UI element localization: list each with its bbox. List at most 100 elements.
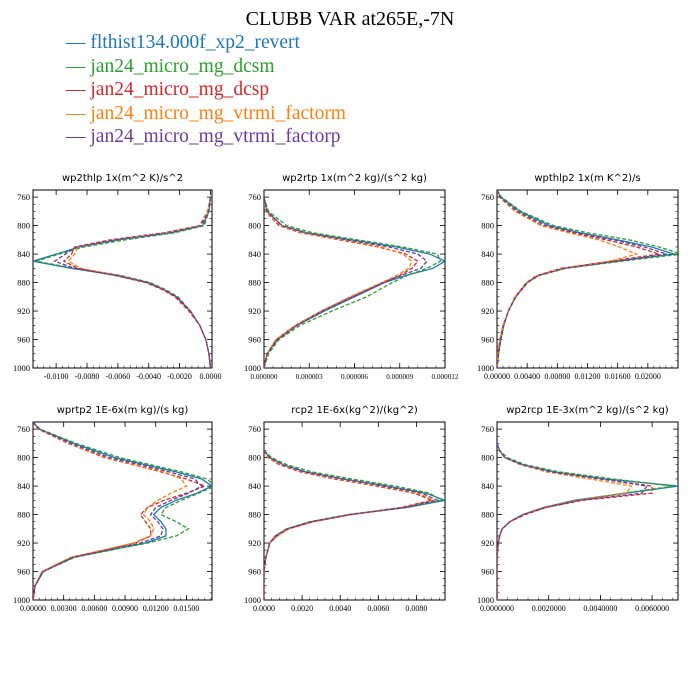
x-tick-label: 0.00000 bbox=[20, 604, 46, 613]
legend-item: — flthist134.000f_xp2_revert bbox=[66, 32, 300, 53]
y-tick-label: 880 bbox=[248, 278, 261, 288]
panel-title: wp2rtp 1x(m^2 kg)/(s^2 kg) bbox=[282, 173, 427, 184]
plot-frame bbox=[263, 421, 446, 601]
series-line bbox=[264, 450, 440, 600]
x-tick-label: 0.000006 bbox=[341, 373, 368, 381]
y-tick-label: 760 bbox=[17, 424, 30, 434]
x-tick-label: 0.00400 bbox=[514, 372, 540, 381]
y-tick-label: 800 bbox=[481, 221, 494, 231]
series-line bbox=[264, 197, 413, 368]
series-line bbox=[497, 443, 678, 600]
series-line bbox=[33, 422, 207, 600]
series-line bbox=[497, 443, 633, 600]
series-line bbox=[264, 450, 436, 600]
series-line bbox=[33, 422, 203, 600]
y-tick-label: 960 bbox=[248, 335, 261, 345]
x-tick-label: 0.0040000 bbox=[583, 604, 617, 613]
series-line bbox=[53, 197, 212, 368]
x-tick-label: 0.00000 bbox=[484, 372, 510, 381]
x-tick-label: 0.00800 bbox=[544, 372, 570, 381]
series-line bbox=[264, 450, 434, 600]
series-line bbox=[264, 197, 419, 368]
series-line bbox=[264, 450, 443, 600]
y-tick-label: 760 bbox=[481, 192, 494, 202]
legend-label: jan24_micro_mg_vtrmi_factorp bbox=[90, 126, 341, 147]
x-tick-label: 0.02000 bbox=[635, 372, 661, 381]
x-tick-label: 0.0020 bbox=[291, 604, 313, 613]
x-tick-label: 0.0000 bbox=[253, 604, 275, 613]
x-tick-label: 0.01500 bbox=[173, 604, 199, 613]
y-tick-label: 920 bbox=[17, 306, 30, 316]
y-tick-label: 960 bbox=[248, 567, 261, 577]
y-tick-label: 800 bbox=[248, 221, 261, 231]
plot-frame bbox=[496, 421, 679, 601]
x-tick-label: 0.000009 bbox=[386, 373, 413, 381]
y-tick-label: 960 bbox=[481, 567, 494, 577]
series-line bbox=[33, 422, 212, 600]
y-tick-label: 880 bbox=[17, 510, 30, 520]
y-tick-label: 760 bbox=[248, 424, 261, 434]
series-line bbox=[264, 196, 428, 368]
y-tick-label: 840 bbox=[17, 481, 30, 491]
panel-title: wp2thlp 1x(m^2 K)/s^2 bbox=[62, 173, 183, 184]
y-tick-label: 840 bbox=[248, 249, 261, 259]
series-line bbox=[264, 450, 445, 600]
chart-panel: wpthlp2 1x(m K^2)/s 760 800 840 880 920 960 100… bbox=[477, 173, 679, 381]
legend-item: — jan24_micro_mg_dcsm bbox=[66, 55, 275, 77]
panel-title: wp2rcp 1E-3x(m^2 kg)/(s^2 kg) bbox=[506, 405, 669, 416]
y-tick-label: 840 bbox=[17, 249, 30, 259]
chart-panel: wprtp2 1E-6x(m kg)/(s kg) 760 800 840 880 920… bbox=[13, 405, 213, 613]
y-tick-label: 1000 bbox=[244, 595, 261, 605]
y-tick-label: 880 bbox=[481, 510, 494, 520]
x-tick-label: 0.000012 bbox=[432, 373, 459, 381]
panel-title: wpthlp2 1x(m K^2)/s bbox=[534, 173, 640, 184]
x-tick-label: 0.000003 bbox=[296, 373, 323, 381]
panel-title: wprtp2 1E-6x(m kg)/(s kg) bbox=[57, 405, 189, 416]
y-tick-label: 1000 bbox=[244, 363, 261, 373]
y-tick-label: 1000 bbox=[13, 595, 30, 605]
panel-title: rcp2 1E-6x(kg^2)/(kg^2) bbox=[291, 405, 418, 416]
y-tick-label: 760 bbox=[248, 192, 261, 202]
series-line bbox=[497, 190, 667, 368]
y-tick-label: 800 bbox=[17, 221, 30, 231]
legend-label: flthist134.000f_xp2_revert bbox=[90, 32, 300, 53]
x-tick-label: 0.00900 bbox=[112, 604, 138, 613]
x-tick-label: 0.0000000 bbox=[480, 604, 514, 613]
x-tick-label: 0.00300 bbox=[51, 604, 77, 613]
y-tick-label: 920 bbox=[481, 306, 494, 316]
legend-label: jan24_micro_mg_dcsm bbox=[90, 55, 275, 77]
y-tick-label: 920 bbox=[481, 538, 494, 548]
x-tick-label: 0.0060000 bbox=[635, 604, 669, 613]
series-line bbox=[33, 197, 212, 368]
y-tick-label: 800 bbox=[248, 453, 261, 463]
y-tick-label: 800 bbox=[481, 453, 494, 463]
chart-panel: wp2rtp 1x(m^2 kg)/(s^2 kg) 760 800 840 880 92… bbox=[244, 173, 459, 381]
y-tick-label: 840 bbox=[481, 249, 494, 259]
y-tick-label: 880 bbox=[17, 278, 30, 288]
x-tick-label: 0.01600 bbox=[605, 372, 631, 381]
x-tick-label: -0.0080 bbox=[75, 372, 100, 381]
y-tick-label: 840 bbox=[248, 481, 261, 491]
y-tick-label: 1000 bbox=[13, 363, 30, 373]
x-tick-label: -0.0060 bbox=[106, 372, 131, 381]
legend-item: — jan24_micro_mg_vtrmi_factorm bbox=[66, 102, 346, 124]
x-tick-label: 0.01200 bbox=[143, 604, 169, 613]
series-line bbox=[497, 190, 660, 368]
x-tick-label: -0.0100 bbox=[44, 372, 69, 381]
y-tick-label: 960 bbox=[17, 335, 30, 345]
y-tick-label: 1000 bbox=[477, 363, 494, 373]
legend-label: jan24_micro_mg_vtrmi_factorm bbox=[90, 102, 346, 124]
y-tick-label: 1000 bbox=[477, 595, 494, 605]
legend: — flthist134.000f_xp2_revert — jan24_mic… bbox=[66, 31, 346, 149]
legend-label: jan24_micro_mg_dcsp bbox=[90, 79, 270, 100]
plot-frame bbox=[32, 189, 213, 369]
x-tick-label: 0.0000 bbox=[199, 372, 221, 381]
x-tick-label: 0.0060 bbox=[367, 604, 389, 613]
plot-frame bbox=[32, 421, 213, 601]
y-tick-label: 880 bbox=[248, 510, 261, 520]
plot-frame bbox=[263, 189, 446, 369]
chart-panel: rcp2 1E-6x(kg^2)/(kg^2) 760 800 840 880 920 96… bbox=[244, 405, 446, 613]
x-tick-label: 0.01200 bbox=[575, 372, 601, 381]
series-line bbox=[264, 196, 445, 368]
